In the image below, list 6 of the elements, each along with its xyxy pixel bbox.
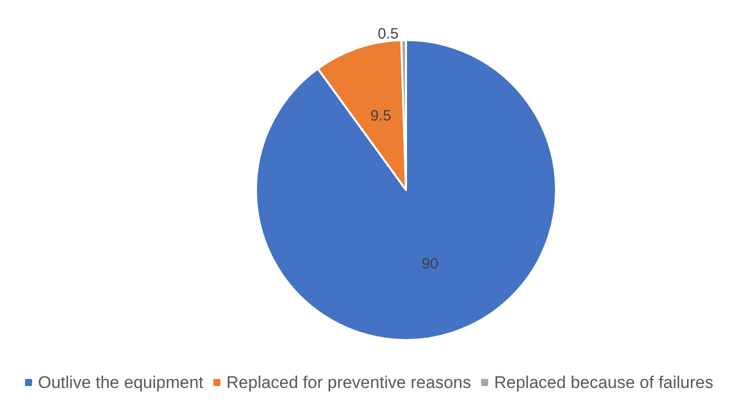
legend-label: Replaced because of failures: [494, 373, 714, 392]
data-label: 9.5: [370, 108, 392, 125]
legend-label: Outlive the equipment: [38, 373, 204, 392]
legend-label: Replaced for preventive reasons: [226, 373, 472, 392]
data-label: 90: [422, 256, 438, 273]
data-label: 0.5: [378, 26, 399, 43]
